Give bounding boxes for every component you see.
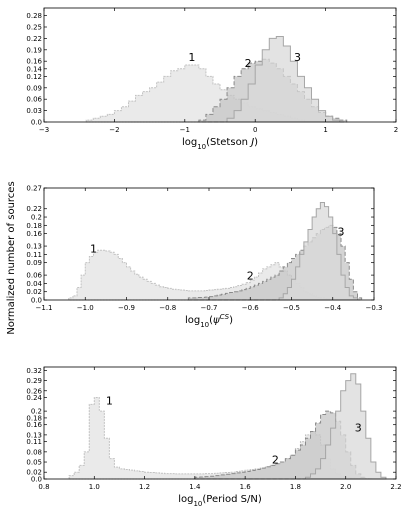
axes-frame — [43, 366, 397, 480]
y-tick-label: 0.22 — [26, 35, 42, 43]
y-tick-label: 0.16 — [26, 230, 42, 238]
axes-frame — [43, 7, 397, 123]
label-1: 1 — [90, 242, 97, 255]
x-tick-label: 0.8 — [38, 483, 49, 491]
y-tick-label: 0.08 — [26, 448, 42, 456]
x-tick-label: −0.6 — [242, 304, 260, 312]
histogram-series-3 — [304, 373, 387, 480]
psi-cs-panel: −1.1 −1.0 −0.9 −0.8 −0.7 −0.6 −0.5 −0.4 −0.30.00… — [26, 185, 382, 330]
y-tick-label: 0.25 — [26, 24, 42, 32]
y-tick-label: 0.14 — [26, 65, 42, 73]
label-3: 3 — [338, 226, 345, 239]
x-tick-label: −0.9 — [118, 304, 135, 312]
x-tick-label: −0.8 — [159, 304, 176, 312]
x-tick-label: −1 — [180, 126, 190, 134]
y-tick-label: 0.28 — [26, 12, 42, 20]
y-tick-label: 0.09 — [26, 259, 42, 267]
x-tick-label: −3 — [39, 126, 49, 134]
x-tick-label: 1.0 — [89, 483, 100, 491]
x-tick-label: 0 — [253, 126, 257, 134]
y-tick-label: 0.27 — [26, 185, 42, 193]
y-tick-label: 0.0 — [31, 297, 42, 305]
y-tick-label: 0.16 — [26, 58, 42, 66]
y-tick-label: 0.02 — [26, 469, 42, 477]
x-tick-label: −0.7 — [201, 304, 218, 312]
y-tick-label: 0.05 — [26, 459, 42, 467]
x-axis-label: log10(Period S/N) — [178, 494, 262, 508]
label-3: 3 — [294, 51, 301, 64]
x-tick-label: 2.2 — [390, 483, 401, 491]
x-tick-label: −2 — [109, 126, 119, 134]
x-tick-label: 1.6 — [240, 483, 252, 491]
y-tick-label: 0.13 — [26, 431, 42, 439]
y-tick-label: 0.16 — [26, 421, 42, 429]
y-tick-label: 0.22 — [26, 205, 42, 213]
y-tick-label: 0.29 — [26, 377, 42, 385]
x-tick-label: 2.0 — [340, 483, 351, 491]
label-1: 1 — [106, 394, 113, 407]
x-tick-label: −0.4 — [324, 304, 342, 312]
x-tick-label: −1.0 — [77, 304, 94, 312]
stetson-j-panel: −3 −2 −1 0 1 2 0.0 0.03 0.06 0.09 0.120.140.16 0.19… — [26, 7, 398, 151]
y-tick-label: 0.03 — [26, 107, 42, 115]
y-tick-label: 0.04 — [26, 280, 42, 288]
y-tick-label: 0.32 — [26, 367, 42, 375]
x-axis-label: log10(ψCS) — [185, 313, 233, 329]
y-tick-label: 0.12 — [26, 73, 42, 81]
y-tick-label: 0.02 — [26, 288, 42, 296]
period-sn-panel: 0.8 1.0 1.2 1.4 1.6 1.8 2.0 2.2 0.00.02 0.05 0.08 0… — [26, 366, 402, 508]
x-tick-label: 1.2 — [139, 483, 150, 491]
y-tick-label: 0.06 — [26, 272, 42, 280]
x-tick-label: 2 — [394, 126, 398, 134]
label-2: 2 — [245, 57, 252, 70]
y-tick-label: 0.0 — [31, 119, 42, 127]
x-tick-label: 1 — [323, 126, 327, 134]
x-tick-label: 1.4 — [189, 483, 201, 491]
label-2: 2 — [272, 454, 279, 467]
x-tick-label: −0.5 — [283, 304, 300, 312]
label-3: 3 — [355, 421, 362, 434]
y-tick-label: 0.19 — [26, 46, 42, 54]
y-tick-label: 0.11 — [26, 251, 42, 259]
x-tick-label: −1.1 — [36, 304, 53, 312]
y-tick-label: 0.13 — [26, 243, 42, 251]
y-tick-label: 0.06 — [26, 96, 42, 104]
y-tick-label: 0.18 — [26, 414, 42, 422]
y-tick-label: 0.09 — [26, 84, 42, 92]
histogram-series-3 — [278, 202, 358, 301]
x-axis-label: log10(Stetson J) — [182, 137, 258, 151]
label-2: 2 — [247, 269, 254, 282]
y-tick-label: 0.0 — [31, 476, 42, 484]
y-tick-label: 0.26 — [26, 387, 42, 395]
y-tick-label: 0.2 — [31, 214, 42, 222]
x-tick-label: 1.8 — [290, 483, 301, 491]
y-tick-label: 0.24 — [26, 394, 42, 402]
shared-y-axis-label: Normalized number of sources — [6, 181, 17, 334]
y-tick-label: 0.18 — [26, 222, 42, 230]
y-tick-label: 0.11 — [26, 438, 42, 446]
label-1: 1 — [188, 51, 195, 64]
y-tick-label: 0.2 — [31, 408, 42, 416]
x-tick-label: −0.3 — [366, 304, 383, 312]
histogram-series-3 — [226, 36, 341, 123]
